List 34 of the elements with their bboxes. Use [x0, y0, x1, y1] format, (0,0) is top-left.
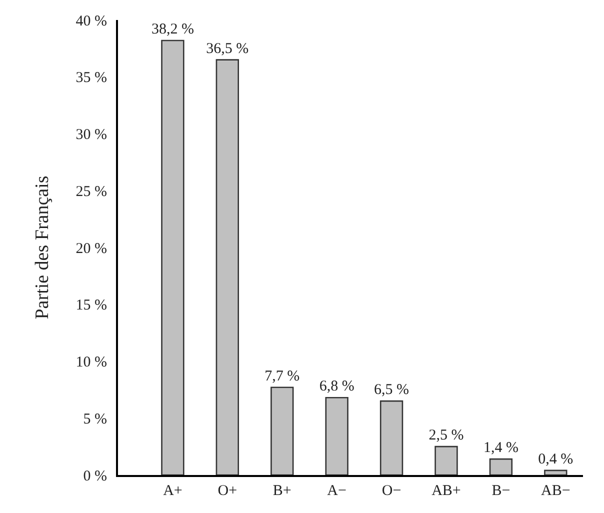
y-axis-title: Partie des Français [32, 176, 54, 320]
data-label: 1,4 % [483, 440, 518, 456]
data-label: 2,5 % [428, 428, 464, 444]
data-label: 6,8 % [319, 378, 354, 395]
data-label: 6,5 % [374, 382, 410, 398]
x-tick-label: AB− [541, 483, 570, 499]
bar [489, 458, 513, 475]
y-tick-label: 0 % [83, 468, 107, 484]
x-tick-label: B+ [272, 483, 292, 499]
y-tick-label: 25 % [76, 184, 107, 200]
y-tick-label: 10 % [76, 354, 107, 370]
bar [380, 400, 404, 475]
x-tick-label: AB+ [432, 483, 461, 499]
y-tick-label: 15 % [76, 298, 107, 314]
x-tick-label: A+ [163, 483, 182, 499]
y-tick-label: 5 % [83, 411, 107, 428]
y-tick-label: 20 % [76, 240, 107, 257]
x-tick-label: O+ [218, 483, 238, 499]
data-label: 0,4 % [538, 451, 574, 468]
bar [325, 397, 348, 475]
x-tick-label: O− [382, 483, 402, 499]
bar [544, 470, 568, 475]
y-tick-label: 30 % [76, 127, 107, 143]
bar [270, 386, 294, 475]
data-label: 38,2 % [151, 21, 194, 38]
y-tick-label: 35 % [76, 70, 107, 86]
bar [434, 446, 458, 475]
bar [216, 59, 239, 475]
data-label: 36,5 % [206, 40, 249, 57]
x-tick-label: B− [492, 483, 510, 499]
bar [161, 40, 184, 475]
y-tick-label: 40 % [76, 13, 107, 30]
data-label: 7,7 % [264, 368, 300, 384]
x-tick-label: A− [327, 483, 346, 499]
